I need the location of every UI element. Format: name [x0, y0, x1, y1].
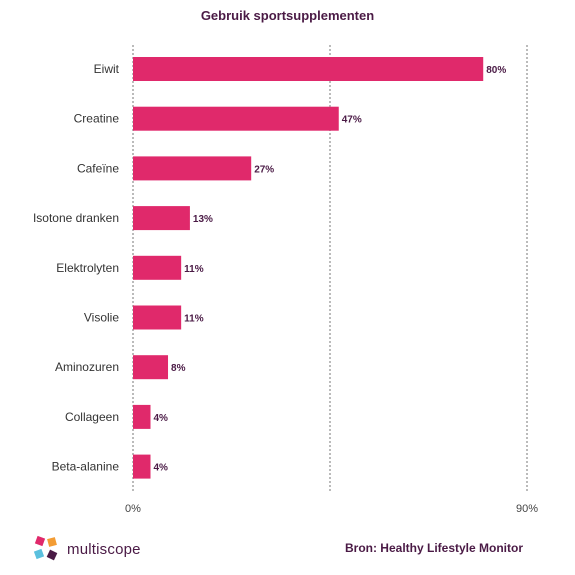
logo-text: multiscope	[67, 540, 141, 558]
source-note: Bron: Healthy Lifestyle Monitor	[344, 541, 523, 555]
value-label-1: 47%	[342, 115, 362, 126]
category-label-6: Aminozuren	[55, 360, 119, 374]
chart-title: Gebruik sportsupplementen	[200, 8, 375, 23]
value-label-8: 4%	[154, 463, 169, 474]
category-label-1: Creatine	[74, 112, 120, 126]
bar-2	[133, 156, 252, 181]
value-label-3: 13%	[193, 214, 213, 225]
value-label-6: 8%	[171, 363, 186, 374]
value-label-5: 11%	[184, 314, 204, 325]
category-label-3: Isotone dranken	[33, 211, 119, 225]
bar-4	[133, 255, 182, 280]
category-label-4: Elektrolyten	[56, 261, 119, 275]
value-label-7: 4%	[154, 413, 169, 424]
bar-5	[133, 305, 182, 330]
bar-8	[133, 454, 151, 479]
value-label-0: 80%	[486, 65, 506, 76]
bar-1	[133, 106, 339, 131]
bar-7	[133, 404, 151, 429]
x-tick-label-1: 90%	[516, 503, 538, 515]
x-tick-label-0: 0%	[125, 503, 141, 515]
bar-6	[133, 355, 169, 380]
category-label-5: Visolie	[84, 311, 119, 325]
category-label-2: Cafeïne	[77, 161, 119, 175]
category-label-0: Eiwit	[94, 62, 120, 76]
category-label-7: Collageen	[65, 410, 119, 424]
bar-0	[133, 57, 484, 81]
bar-3	[133, 206, 190, 231]
multiscope-logo-icon	[33, 535, 58, 561]
category-label-8: Beta-alanine	[52, 460, 120, 474]
value-label-4: 11%	[184, 264, 204, 275]
value-label-2: 27%	[254, 164, 274, 175]
multiscope-logo: multiscope	[33, 535, 141, 563]
